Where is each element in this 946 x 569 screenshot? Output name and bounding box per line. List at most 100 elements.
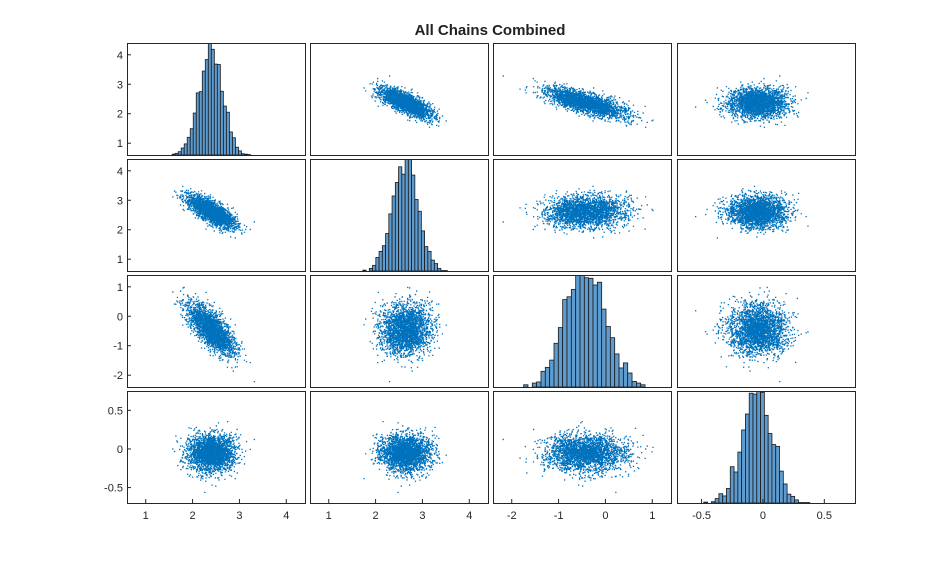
hist-bar [756, 391, 761, 503]
hist-bar [368, 267, 373, 271]
hist-bar [398, 166, 403, 271]
hist-bar [228, 131, 233, 155]
x-tick-label: 1 [326, 510, 332, 522]
hist-bar [601, 308, 607, 387]
hist-bar [640, 384, 646, 387]
panel-4-4 [677, 391, 856, 504]
axes-frame [493, 159, 672, 272]
hist-bar [195, 92, 200, 155]
panel-2-4 [677, 159, 856, 272]
panel-4-1 [127, 391, 306, 504]
axes-frame [493, 43, 672, 156]
y-tick-label: -1 [113, 341, 123, 353]
panel-1-2 [310, 43, 489, 156]
panel-3-2 [310, 275, 489, 388]
hist-bar [745, 413, 750, 503]
y-tick-label: 0 [117, 311, 123, 323]
hist-bar [204, 59, 209, 155]
hist-bar [741, 429, 746, 503]
x-tick-label: 3 [419, 510, 425, 522]
hist-bar [710, 501, 716, 503]
hist-bar [579, 275, 585, 387]
hist-bar [592, 284, 598, 387]
scatter-points [363, 286, 447, 383]
axes-frame [310, 159, 489, 272]
hist-bar [627, 372, 633, 387]
panel-1-1 [127, 43, 306, 156]
hist-bar [216, 64, 221, 155]
scatter-points [172, 185, 255, 239]
y-tick-label: -0.5 [104, 483, 123, 495]
hist-bar [523, 384, 529, 387]
panel-4-3 [493, 391, 672, 504]
hist-bar [210, 48, 215, 155]
hist-bar [733, 471, 739, 503]
scatter-points [172, 421, 255, 493]
hist-bar [213, 63, 218, 155]
hist-bar [407, 159, 412, 271]
hist-bar [381, 245, 386, 271]
hist-bar [729, 466, 735, 503]
hist-bar [411, 174, 416, 271]
x-tick-label: -2 [507, 510, 517, 522]
hist-bar [378, 250, 383, 271]
axes-frame [310, 275, 489, 388]
hist-bar [763, 414, 769, 503]
panel-2-1 [127, 159, 306, 272]
hist-bar [391, 195, 396, 271]
hist-bar [557, 327, 564, 387]
hist-bar [614, 353, 620, 387]
hist-bar [790, 495, 796, 503]
hist-bar [536, 381, 542, 387]
hist-bar [760, 391, 765, 503]
hist-bar [635, 382, 642, 387]
x-tick-label: 1 [649, 510, 655, 522]
hist-bar [553, 342, 559, 387]
x-tick-label: 4 [283, 510, 289, 522]
hist-bar [192, 112, 197, 155]
panel-3-3 [493, 275, 672, 388]
hist-bar [394, 182, 399, 271]
hist-bar [430, 259, 435, 271]
x-tick-label: 4 [466, 510, 472, 522]
hist-bar [782, 483, 788, 503]
scatter-points [695, 286, 809, 383]
x-tick-label: 2 [373, 510, 379, 522]
hist-bar [748, 392, 754, 503]
scatter-points [363, 75, 447, 128]
hist-bar [722, 495, 727, 503]
panel-1-4 [677, 43, 856, 156]
hist-bar [544, 366, 551, 387]
y-tick-label: 1 [117, 282, 123, 294]
hist-bar [622, 362, 629, 387]
axes-frame [677, 275, 856, 388]
axes-frame [677, 391, 856, 504]
hist-bar [414, 199, 419, 271]
hist-bar [779, 470, 784, 503]
hist-bar [198, 91, 203, 155]
y-tick-label: 3 [117, 195, 123, 207]
hist-bar [605, 326, 611, 387]
y-tick-label: -2 [113, 370, 123, 382]
hist-bar [235, 146, 239, 155]
axes-frame [127, 159, 306, 272]
y-tick-label: 1 [117, 254, 123, 266]
panel-3-1 [127, 275, 306, 388]
hist-bar [596, 281, 603, 387]
scatter-points [695, 185, 809, 239]
hist-bar [189, 128, 194, 155]
scatter-points [695, 75, 809, 128]
x-tick-label: 0 [760, 510, 766, 522]
axes-frame [310, 391, 489, 504]
hist-bar [174, 152, 179, 155]
hist-bar [531, 382, 538, 387]
hist-bar [183, 143, 188, 155]
hist-bar [767, 433, 773, 503]
x-tick-label: -1 [554, 510, 564, 522]
chart-title: All Chains Combined [414, 22, 566, 39]
hist-bar [219, 90, 224, 155]
panel-3-4 [677, 275, 856, 388]
y-tick-label: 3 [117, 79, 123, 91]
hist-bar [401, 173, 406, 271]
hist-bar [562, 299, 568, 387]
